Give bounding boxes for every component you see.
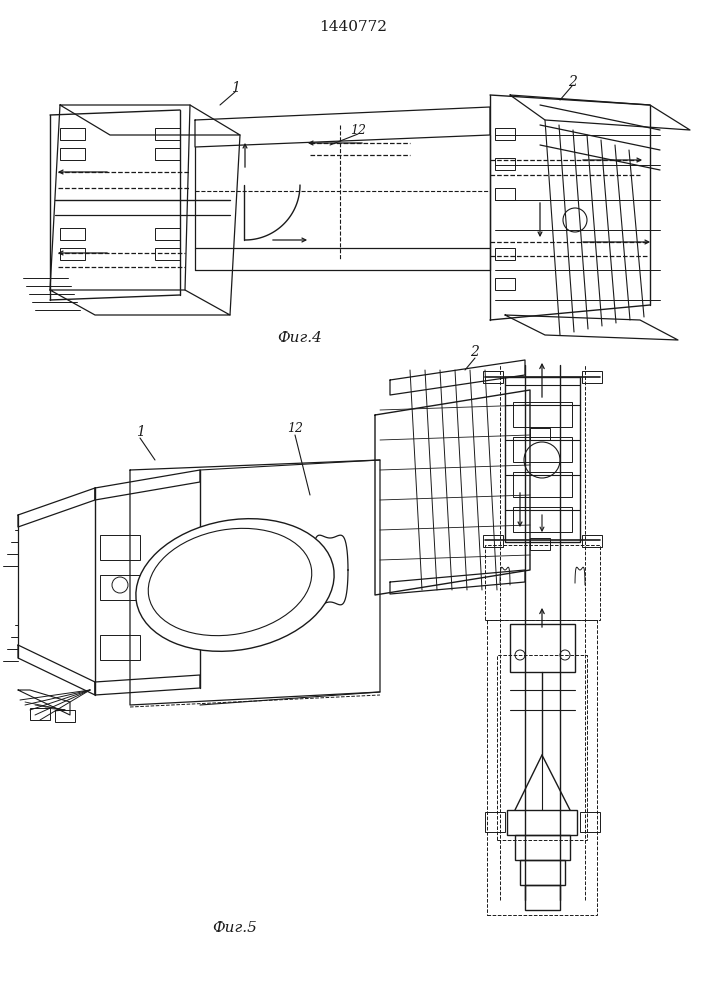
Bar	[155, 228, 180, 240]
Text: 1: 1	[230, 81, 240, 95]
Bar	[483, 371, 503, 383]
Bar	[487, 620, 597, 915]
Bar	[495, 278, 515, 290]
Bar	[155, 148, 180, 160]
Bar	[60, 148, 85, 160]
Bar	[483, 535, 503, 547]
Text: 1: 1	[136, 425, 144, 439]
Bar	[30, 708, 50, 720]
Bar	[495, 188, 515, 200]
Bar	[60, 128, 85, 140]
Bar	[495, 158, 515, 170]
Bar	[60, 228, 85, 240]
Bar	[100, 635, 140, 660]
Bar	[580, 812, 600, 832]
Text: 12: 12	[350, 123, 366, 136]
Bar	[485, 812, 505, 832]
Bar	[513, 402, 572, 427]
Text: Фиг.5: Фиг.5	[213, 921, 257, 935]
Text: 2: 2	[568, 75, 576, 89]
Bar	[525, 885, 560, 910]
Bar	[155, 128, 180, 140]
Bar	[530, 428, 550, 440]
Bar	[60, 248, 85, 260]
Bar	[510, 624, 575, 672]
Text: 12: 12	[287, 422, 303, 434]
Bar	[495, 248, 515, 260]
Text: Фиг.4: Фиг.4	[278, 331, 322, 345]
Bar	[513, 437, 572, 462]
Bar	[530, 538, 550, 550]
Bar	[485, 545, 600, 620]
Bar	[505, 377, 580, 542]
Bar	[55, 710, 75, 722]
Ellipse shape	[136, 519, 334, 651]
Bar	[520, 860, 565, 885]
Bar	[155, 248, 180, 260]
Bar	[497, 655, 587, 840]
Bar	[513, 472, 572, 497]
Bar	[515, 835, 570, 860]
Bar	[100, 575, 140, 600]
Bar	[100, 535, 140, 560]
Text: 2: 2	[471, 345, 479, 359]
Bar	[507, 810, 577, 835]
Bar	[513, 507, 572, 532]
Text: 1440772: 1440772	[319, 20, 387, 34]
Bar	[582, 535, 602, 547]
Bar	[495, 128, 515, 140]
Bar	[582, 371, 602, 383]
